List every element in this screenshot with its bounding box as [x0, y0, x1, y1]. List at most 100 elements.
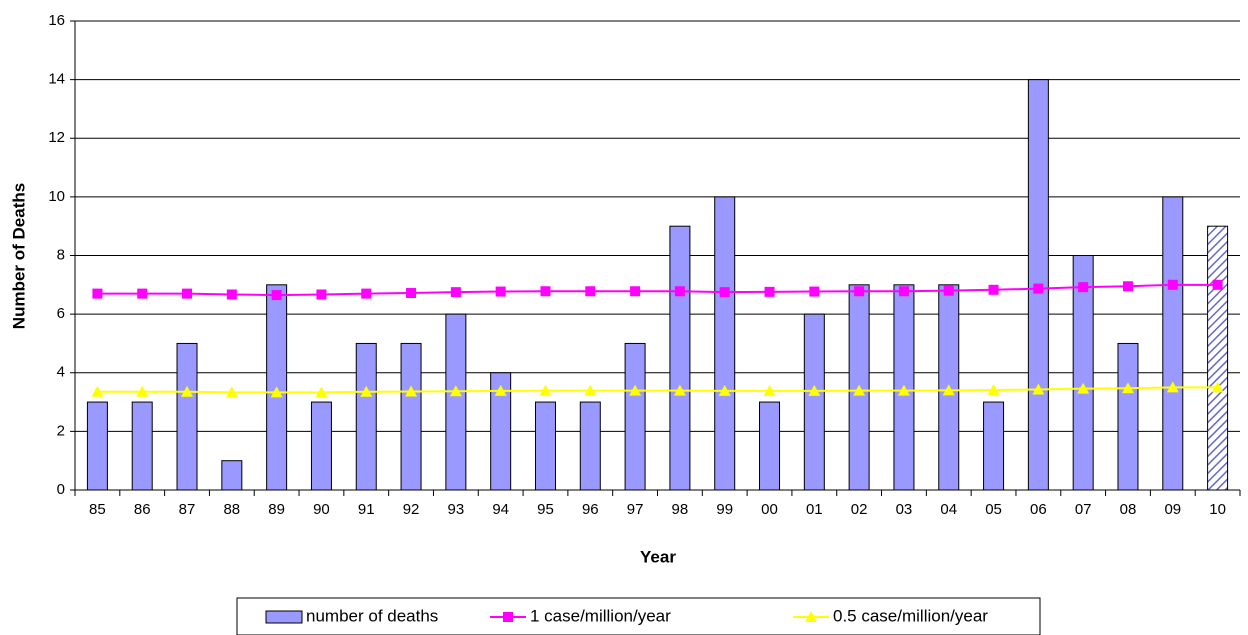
- x-tick-label: 04: [940, 501, 957, 518]
- point: [539, 384, 552, 396]
- x-axis-title: Year: [640, 547, 676, 566]
- point: [361, 288, 372, 299]
- bar: [355, 342, 377, 491]
- x-tick-label: 98: [672, 501, 689, 518]
- x-tick-label: 08: [1120, 501, 1137, 518]
- point: [809, 286, 820, 297]
- x-tick-label: 06: [1030, 501, 1047, 518]
- bar: [86, 401, 108, 491]
- bar: [669, 225, 691, 491]
- point: [271, 290, 282, 301]
- point: [1166, 381, 1179, 393]
- legend-swatch: [265, 610, 303, 624]
- point: [719, 287, 730, 298]
- bar: [1162, 196, 1184, 491]
- point: [360, 385, 373, 397]
- bar: [983, 401, 1005, 491]
- bar: [400, 342, 422, 491]
- x-tick-label: 95: [537, 501, 554, 518]
- bar: [176, 342, 198, 491]
- bar: [131, 401, 153, 491]
- y-tick-label: 6: [57, 305, 65, 322]
- point: [540, 286, 551, 297]
- x-tick-label: 87: [179, 501, 196, 518]
- point: [449, 385, 462, 397]
- point: [673, 384, 686, 396]
- bar: [624, 342, 646, 491]
- x-tick-label: 07: [1075, 501, 1092, 518]
- x-tick-label: 90: [313, 501, 330, 518]
- point: [1032, 383, 1045, 395]
- point: [629, 384, 642, 396]
- legend-label: 0.5 case/million/year: [833, 606, 988, 625]
- x-tick-label: 89: [268, 501, 285, 518]
- x-tick-label: 93: [448, 501, 465, 518]
- y-tick-label: 2: [57, 422, 65, 439]
- y-tick-label: 4: [57, 364, 65, 381]
- point: [584, 384, 597, 396]
- x-tick-label: 91: [358, 501, 375, 518]
- x-tick-label: 03: [896, 501, 913, 518]
- point: [853, 384, 866, 396]
- point: [1211, 381, 1224, 393]
- x-tick-label: 97: [627, 501, 644, 518]
- point: [450, 287, 461, 298]
- point: [182, 288, 193, 299]
- point: [270, 386, 283, 398]
- point: [988, 284, 999, 295]
- x-tick-label: 02: [851, 501, 868, 518]
- point: [763, 384, 776, 396]
- bar: [1072, 255, 1094, 491]
- point: [92, 288, 103, 299]
- point: [943, 285, 954, 296]
- point: [1121, 382, 1134, 394]
- point: [91, 385, 104, 397]
- point: [225, 386, 238, 398]
- x-tick-label: 92: [403, 501, 420, 518]
- x-tick-label: 00: [761, 501, 778, 518]
- legend: [236, 597, 1041, 635]
- line: [97, 386, 1218, 394]
- bar: [759, 401, 781, 491]
- point: [226, 289, 237, 300]
- bar: [1117, 342, 1139, 491]
- point: [808, 384, 821, 396]
- point: [1078, 282, 1089, 293]
- x-tick-label: 85: [89, 501, 106, 518]
- point: [898, 286, 909, 297]
- point: [316, 289, 327, 300]
- y-tick-label: 0: [57, 481, 65, 498]
- x-tick-label: 94: [492, 501, 509, 518]
- bar: [714, 196, 736, 491]
- y-axis-title: Number of Deaths: [9, 183, 28, 329]
- y-tick-label: 10: [48, 188, 65, 205]
- point: [405, 385, 418, 397]
- bar: [490, 372, 512, 491]
- legend-marker: [503, 612, 513, 622]
- y-tick-label: 14: [48, 71, 65, 88]
- point: [494, 384, 507, 396]
- bar: [1207, 225, 1229, 491]
- point: [137, 288, 148, 299]
- line: [97, 283, 1218, 297]
- point: [630, 286, 641, 297]
- point: [854, 286, 865, 297]
- point: [1033, 283, 1044, 294]
- x-tick-label: 01: [806, 501, 823, 518]
- y-tick-label: 16: [48, 12, 65, 29]
- point: [495, 286, 506, 297]
- point: [897, 384, 910, 396]
- legend-label: 1 case/million/year: [530, 606, 671, 625]
- point: [987, 384, 1000, 396]
- point: [136, 385, 149, 397]
- point: [1212, 279, 1223, 290]
- point: [674, 286, 685, 297]
- x-tick-label: 88: [223, 501, 240, 518]
- point: [585, 286, 596, 297]
- bar: [445, 313, 467, 491]
- point: [1077, 382, 1090, 394]
- y-tick-label: 8: [57, 246, 65, 263]
- bar: [310, 401, 332, 491]
- point: [1122, 281, 1133, 292]
